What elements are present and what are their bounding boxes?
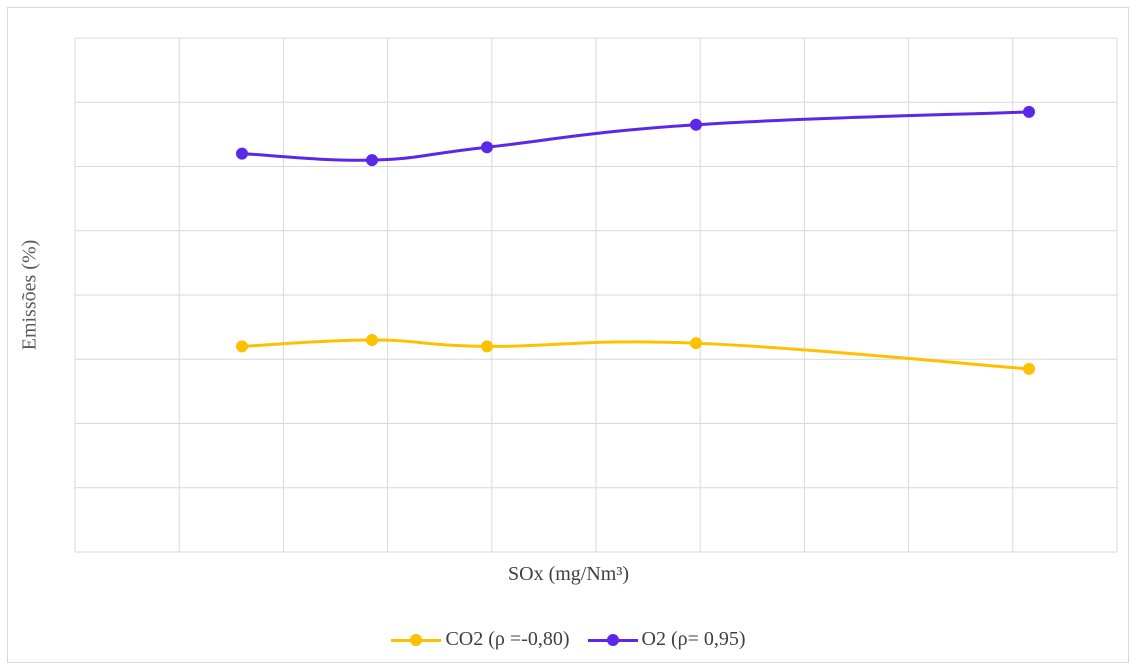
legend: CO2 (ρ =-0,80) O2 (ρ= 0,95) xyxy=(0,628,1137,651)
legend-item-o2: O2 (ρ= 0,95) xyxy=(587,628,746,651)
data-point-0-1 xyxy=(366,333,378,346)
data-point-0-0 xyxy=(236,340,248,353)
legend-label-o2: O2 (ρ= 0,95) xyxy=(641,628,746,650)
data-point-0-4 xyxy=(1023,362,1035,375)
series-line-1 xyxy=(241,110,1030,162)
legend-item-co2: CO2 (ρ =-0,80) xyxy=(391,628,570,651)
data-point-1-1 xyxy=(366,154,378,167)
data-point-1-3 xyxy=(690,118,702,131)
legend-swatch-co2 xyxy=(391,632,442,648)
data-point-0-3 xyxy=(690,337,702,350)
chart-frame xyxy=(7,7,1129,663)
legend-label-co2: CO2 (ρ =-0,80) xyxy=(445,628,570,650)
data-point-1-4 xyxy=(1023,105,1035,118)
series-line-0 xyxy=(241,338,1030,371)
data-point-1-0 xyxy=(236,147,248,160)
legend-swatch-o2 xyxy=(587,632,638,648)
data-point-1-2 xyxy=(481,141,493,154)
data-point-0-2 xyxy=(481,340,493,353)
x-axis-label: SOx (mg/Nm³) xyxy=(508,563,629,585)
